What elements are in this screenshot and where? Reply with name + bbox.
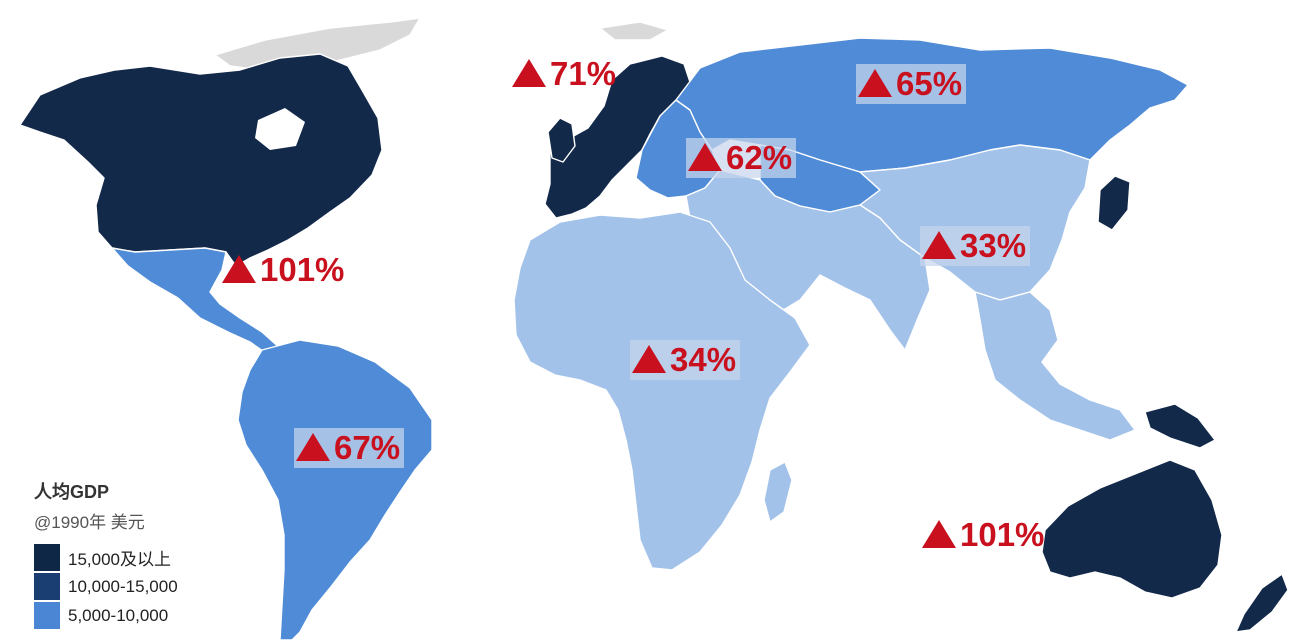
callout-value: 65% bbox=[896, 65, 963, 102]
callout-south-america: 67% bbox=[294, 428, 405, 468]
legend-label: 10,000-15,000 bbox=[68, 576, 178, 596]
legend-label: 5,000-10,000 bbox=[68, 605, 169, 625]
callout-value: 101% bbox=[960, 516, 1045, 553]
region-uk bbox=[547, 117, 576, 163]
callout-value: 34% bbox=[670, 341, 737, 378]
increase-triangle-icon bbox=[296, 433, 330, 461]
increase-triangle-icon bbox=[512, 59, 546, 87]
callout-russia: 65% bbox=[856, 64, 967, 104]
callout-eastern-europe: 62% bbox=[686, 138, 797, 178]
legend-subtitle: @1990年 美元 bbox=[34, 513, 145, 532]
region-madagascar bbox=[763, 461, 793, 523]
callout-value: 67% bbox=[334, 429, 401, 466]
region-africa bbox=[513, 211, 811, 571]
callout-value: 33% bbox=[960, 227, 1027, 264]
callout-western-europe: 71% bbox=[510, 54, 620, 94]
increase-triangle-icon bbox=[688, 143, 722, 171]
legend-swatch bbox=[34, 573, 60, 600]
region-hudson-bay bbox=[255, 108, 305, 150]
region-png bbox=[1144, 403, 1216, 449]
callout-north-america: 101% bbox=[220, 250, 348, 290]
increase-triangle-icon bbox=[632, 345, 666, 373]
legend-title: 人均GDP bbox=[34, 482, 110, 502]
callout-value: 71% bbox=[550, 55, 617, 92]
legend-item: 10,000-15,000 bbox=[34, 572, 178, 601]
region-japan bbox=[1097, 175, 1131, 231]
legend-swatch bbox=[34, 602, 60, 629]
increase-triangle-icon bbox=[858, 69, 892, 97]
callout-africa: 34% bbox=[630, 340, 741, 380]
callout-china: 33% bbox=[920, 226, 1031, 266]
increase-triangle-icon bbox=[222, 255, 256, 283]
legend-label: 15,000及以上 bbox=[68, 550, 171, 569]
region-central-america bbox=[111, 247, 283, 357]
region-south-america bbox=[237, 339, 433, 640]
callout-value: 62% bbox=[726, 139, 793, 176]
callout-value: 101% bbox=[260, 251, 345, 288]
legend-item: 15,000及以上 bbox=[34, 543, 178, 572]
increase-triangle-icon bbox=[922, 520, 956, 548]
map-legend: 人均GDP @1990年 美元 15,000及以上 10,000-15,000 … bbox=[34, 478, 178, 630]
legend-items: 15,000及以上 10,000-15,000 5,000-10,000 bbox=[34, 543, 178, 630]
increase-triangle-icon bbox=[922, 231, 956, 259]
region-north-america bbox=[19, 53, 383, 267]
region-svalbard bbox=[599, 21, 669, 41]
legend-swatch bbox=[34, 544, 60, 571]
legend-item: 5,000-10,000 bbox=[34, 601, 178, 630]
callout-australia: 101% bbox=[920, 515, 1048, 555]
region-southeast-asia bbox=[974, 291, 1136, 441]
region-australia bbox=[1041, 459, 1223, 599]
region-new-zealand bbox=[1235, 573, 1289, 633]
